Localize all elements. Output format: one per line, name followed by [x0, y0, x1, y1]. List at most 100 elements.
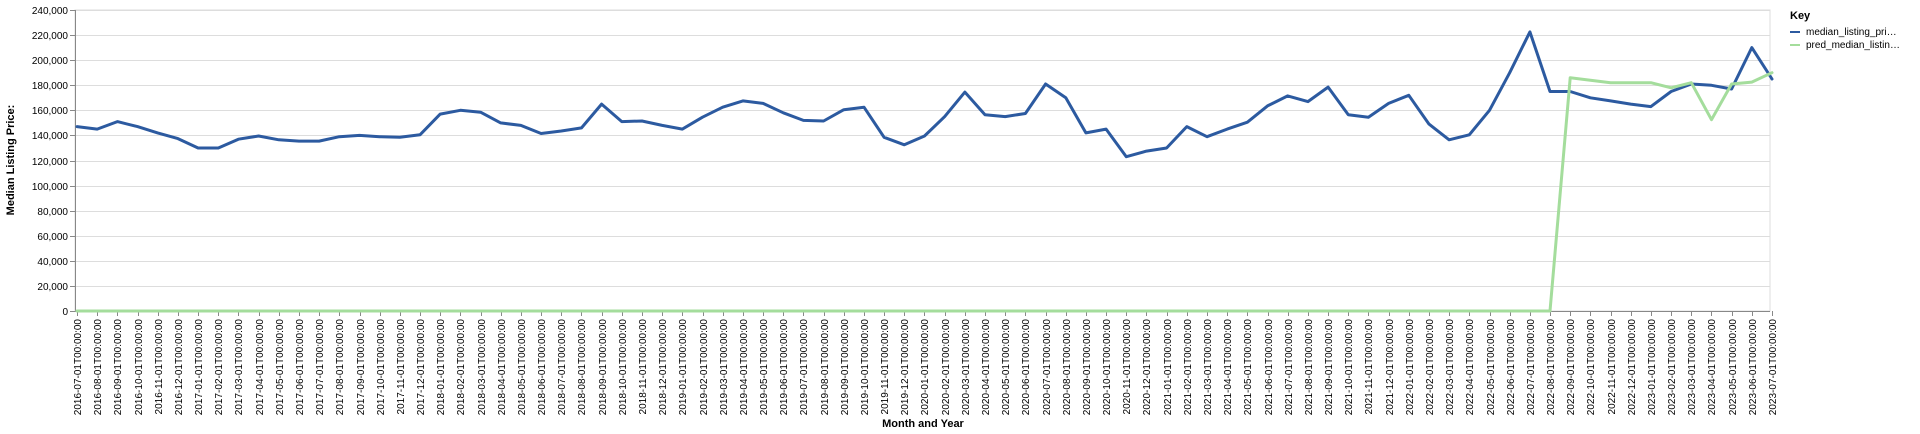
x-tick-label: 2018-04-01T00:00:00	[497, 319, 508, 416]
x-tick-label: 2020-08-01T00:00:00	[1062, 319, 1073, 416]
x-tick-label: 2017-09-01T00:00:00	[356, 319, 367, 416]
legend-label-median-listing-price[interactable]: median_listing_pri…	[1806, 27, 1897, 38]
y-tick-label: 180,000	[32, 81, 69, 92]
x-tick-label: 2023-07-01T00:00:00	[1768, 319, 1779, 416]
x-tick-label: 2019-03-01T00:00:00	[719, 319, 730, 416]
x-tick-label: 2021-09-01T00:00:00	[1324, 319, 1335, 416]
plot-frame	[74, 9, 1771, 312]
x-tick-label: 2022-10-01T00:00:00	[1586, 319, 1597, 416]
x-tick-label: 2022-12-01T00:00:00	[1627, 319, 1638, 416]
series-line-1	[75, 71, 1774, 313]
x-tick-label: 2022-11-01T00:00:00	[1607, 319, 1618, 415]
x-axis: 2016-07-01T00:00:00 2016-08-01T00:00:00 20…	[73, 311, 1779, 415]
x-tick-label: 2019-04-01T00:00:00	[739, 319, 750, 416]
x-tick-label: 2018-03-01T00:00:00	[477, 319, 488, 416]
legend-label-pred-median-listing[interactable]: pred_median_listin…	[1806, 40, 1900, 51]
x-tick-label: 2019-05-01T00:00:00	[759, 319, 770, 416]
x-tick-label: 2021-08-01T00:00:00	[1304, 319, 1315, 416]
y-axis: 0 20,000 40,000 60,000 80,000 100,000 120,000 1…	[32, 6, 76, 318]
x-tick-label: 2023-01-01T00:00:00	[1647, 319, 1658, 416]
legend-title: Key	[1790, 10, 1811, 22]
x-tick-label: 2022-03-01T00:00:00	[1445, 319, 1456, 416]
x-tick-label: 2023-03-01T00:00:00	[1687, 319, 1698, 416]
x-tick-label: 2017-06-01T00:00:00	[295, 319, 306, 416]
gridlines	[74, 9, 1771, 312]
x-tick-label: 2021-01-01T00:00:00	[1163, 319, 1174, 416]
x-tick-label: 2019-07-01T00:00:00	[799, 319, 810, 416]
x-axis-title: Month and Year	[882, 418, 964, 430]
x-tick-label: 2019-01-01T00:00:00	[678, 319, 689, 416]
x-tick-label: 2017-08-01T00:00:00	[335, 319, 346, 416]
x-tick-label: 2018-09-01T00:00:00	[598, 319, 609, 416]
x-tick-label: 2018-10-01T00:00:00	[618, 319, 629, 416]
x-tick-label: 2021-12-01T00:00:00	[1385, 319, 1396, 416]
x-tick-label: 2017-03-01T00:00:00	[234, 319, 245, 416]
x-tick-label: 2023-02-01T00:00:00	[1667, 319, 1678, 416]
x-tick-label: 2022-05-01T00:00:00	[1486, 319, 1497, 416]
x-tick-label: 2020-02-01T00:00:00	[941, 319, 952, 416]
y-tick-label: 40,000	[37, 257, 68, 268]
x-tick-label: 2020-09-01T00:00:00	[1082, 319, 1093, 416]
x-tick-label: 2020-12-01T00:00:00	[1142, 319, 1153, 416]
x-tick-label: 2017-04-01T00:00:00	[255, 319, 266, 416]
x-tick-label: 2017-05-01T00:00:00	[275, 319, 286, 416]
x-tick-label: 2018-11-01T00:00:00	[638, 319, 649, 415]
x-tick-label: 2023-06-01T00:00:00	[1748, 319, 1759, 416]
x-tick-label: 2017-01-01T00:00:00	[194, 319, 205, 416]
y-tick-label: 80,000	[37, 207, 68, 218]
x-tick-label: 2016-09-01T00:00:00	[113, 319, 124, 416]
x-tick-label: 2021-03-01T00:00:00	[1203, 319, 1214, 416]
x-tick-label: 2020-01-01T00:00:00	[920, 319, 931, 416]
x-tick-label: 2020-04-01T00:00:00	[981, 319, 992, 416]
x-tick-label: 2021-02-01T00:00:00	[1183, 319, 1194, 416]
y-tick-label: 200,000	[32, 56, 69, 67]
x-tick-label: 2022-07-01T00:00:00	[1526, 319, 1537, 416]
y-tick-label: 100,000	[32, 182, 69, 193]
x-tick-label: 2022-02-01T00:00:00	[1425, 319, 1436, 416]
x-tick-label: 2023-05-01T00:00:00	[1728, 319, 1739, 416]
x-tick-label: 2017-02-01T00:00:00	[214, 319, 225, 416]
x-tick-label: 2019-02-01T00:00:00	[699, 319, 710, 416]
y-tick-label: 160,000	[32, 106, 69, 117]
x-tick-label: 2016-10-01T00:00:00	[134, 319, 145, 416]
y-tick-label: 240,000	[32, 6, 69, 17]
x-tick-label: 2021-10-01T00:00:00	[1344, 319, 1355, 416]
x-tick-label: 2022-04-01T00:00:00	[1465, 319, 1476, 416]
x-tick-label: 2016-08-01T00:00:00	[93, 319, 104, 416]
x-tick-label: 2018-06-01T00:00:00	[537, 319, 548, 416]
x-tick-label: 2020-10-01T00:00:00	[1102, 319, 1113, 416]
y-tick-label: 0	[62, 307, 68, 318]
x-tick-label: 2021-11-01T00:00:00	[1364, 319, 1375, 415]
x-tick-label: 2017-10-01T00:00:00	[376, 319, 387, 416]
x-tick-label: 2021-06-01T00:00:00	[1264, 319, 1275, 416]
x-tick-label: 2018-12-01T00:00:00	[658, 319, 669, 416]
x-tick-label: 2022-08-01T00:00:00	[1546, 319, 1557, 416]
y-tick-label: 220,000	[32, 31, 69, 42]
x-tick-label: 2018-02-01T00:00:00	[456, 319, 467, 416]
x-tick-label: 2020-03-01T00:00:00	[961, 319, 972, 416]
x-tick-label: 2019-11-01T00:00:00	[880, 319, 891, 415]
x-tick-label: 2016-07-01T00:00:00	[73, 319, 84, 416]
x-tick-label: 2021-05-01T00:00:00	[1243, 319, 1254, 416]
y-tick-label: 120,000	[32, 157, 69, 168]
x-tick-label: 2019-06-01T00:00:00	[779, 319, 790, 416]
x-tick-label: 2019-08-01T00:00:00	[820, 319, 831, 416]
x-tick-label: 2019-12-01T00:00:00	[900, 319, 911, 416]
x-tick-label: 2017-12-01T00:00:00	[416, 319, 427, 416]
x-tick-label: 2017-07-01T00:00:00	[315, 319, 326, 416]
x-tick-label: 2020-06-01T00:00:00	[1021, 319, 1032, 416]
x-tick-label: 2018-08-01T00:00:00	[577, 319, 588, 416]
x-tick-label: 2019-10-01T00:00:00	[860, 319, 871, 416]
x-tick-label: 2020-07-01T00:00:00	[1042, 319, 1053, 416]
x-tick-label: 2022-01-01T00:00:00	[1405, 319, 1416, 416]
x-tick-label: 2019-09-01T00:00:00	[840, 319, 851, 416]
x-tick-label: 2022-06-01T00:00:00	[1506, 319, 1517, 416]
x-tick-label: 2017-11-01T00:00:00	[396, 319, 407, 415]
x-tick-label: 2018-01-01T00:00:00	[436, 319, 447, 416]
y-tick-label: 140,000	[32, 131, 69, 142]
series-line-0	[75, 30, 1774, 159]
x-tick-label: 2020-05-01T00:00:00	[1001, 319, 1012, 416]
y-tick-label: 20,000	[37, 282, 68, 293]
series-lines	[75, 30, 1774, 313]
x-tick-label: 2020-11-01T00:00:00	[1122, 319, 1133, 415]
